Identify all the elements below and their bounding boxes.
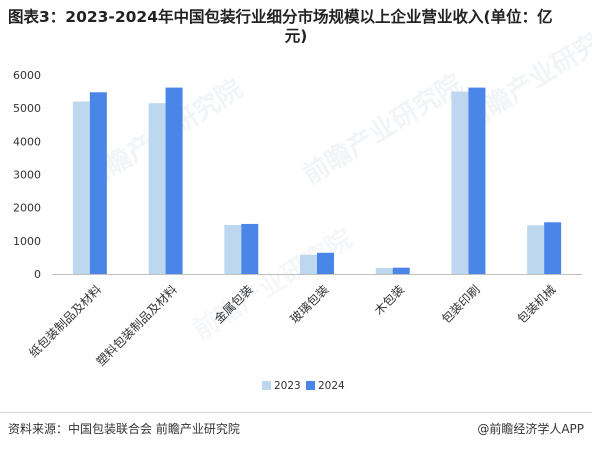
bar-2023-0 bbox=[72, 101, 90, 275]
bar-2023-6 bbox=[527, 225, 545, 274]
chart-title: 图表3：2023-2024年中国包装行业细分市场规模以上企业营业收入(单位：亿 … bbox=[8, 8, 584, 46]
y-tick-label: 3000 bbox=[13, 169, 41, 182]
brand-credit: @前瞻经济学人APP bbox=[477, 422, 584, 436]
bars bbox=[72, 87, 562, 275]
bar-2024-2 bbox=[241, 223, 259, 274]
x-tick-label: 塑料包装制品及材料 bbox=[93, 282, 180, 369]
bar-2024-4 bbox=[392, 267, 410, 274]
legend-swatch-2024 bbox=[306, 381, 315, 390]
y-tick-label: 1000 bbox=[13, 235, 41, 248]
legend: 2023 2024 bbox=[262, 380, 345, 392]
y-axis-ticks: 0 1000 2000 3000 4000 5000 6000 bbox=[13, 69, 41, 281]
footer-divider bbox=[0, 412, 592, 413]
bar-2024-3 bbox=[317, 252, 334, 274]
y-tick-label: 6000 bbox=[13, 69, 41, 82]
legend-label-2023: 2023 bbox=[274, 380, 301, 392]
x-tick-label: 包装印刷 bbox=[439, 282, 483, 326]
watermark-text: 前瞻产业研究院 bbox=[297, 68, 468, 191]
x-tick-label: 包装机械 bbox=[514, 282, 559, 327]
y-tick-label: 0 bbox=[34, 268, 41, 281]
bar-2024-5 bbox=[468, 87, 486, 274]
bar-2023-4 bbox=[375, 268, 393, 274]
x-tick-label: 纸包装制品及材料 bbox=[26, 282, 104, 360]
bar-2024-0 bbox=[89, 92, 107, 274]
source-note: 资料来源：中国包装联合会 前瞻产业研究院 bbox=[8, 422, 240, 436]
bar-2023-3 bbox=[300, 254, 317, 274]
bar-2023-1 bbox=[148, 103, 166, 274]
bar-2024-6 bbox=[544, 222, 562, 274]
bar-2024-1 bbox=[165, 87, 183, 274]
bar-2023-5 bbox=[451, 91, 469, 274]
y-tick-label: 5000 bbox=[13, 102, 41, 115]
y-tick-label: 4000 bbox=[13, 135, 41, 148]
y-tick-label: 2000 bbox=[13, 202, 41, 215]
legend-swatch-2023 bbox=[262, 381, 271, 390]
x-tick-label: 木包装 bbox=[372, 282, 407, 317]
bar-2023-2 bbox=[224, 224, 242, 274]
title-line-1: 图表3：2023-2024年中国包装行业细分市场规模以上企业营业收入(单位：亿 bbox=[8, 8, 553, 26]
title-line-2: 元) bbox=[284, 27, 308, 45]
legend-label-2024: 2024 bbox=[318, 380, 345, 392]
watermark-text: 前瞻产业研究院 bbox=[187, 223, 358, 346]
